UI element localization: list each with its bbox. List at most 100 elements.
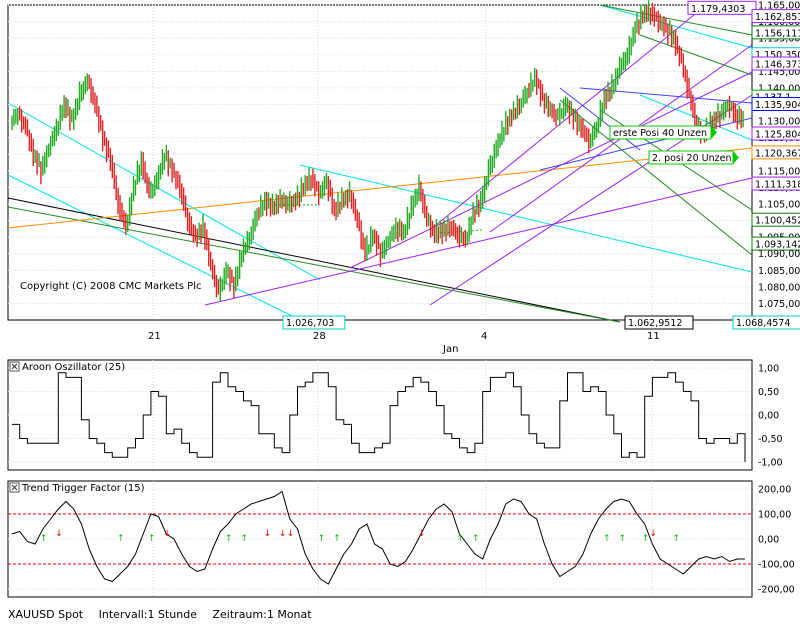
price-panel: [7, 4, 753, 321]
price-tag: [751, 56, 800, 71]
annotation-erste-posi: erste Posi 40 Unzen: [613, 128, 707, 139]
bottom-price-tag: [624, 315, 694, 330]
price-y-tick: 1.130,00: [758, 117, 800, 128]
buy-signal-arrow: ↑: [117, 534, 125, 544]
price-tag: [751, 145, 800, 160]
status-bar: XAUUSD Spot Intervall:1 Stunde Zeitraum:…: [8, 608, 324, 621]
price-tag-label: 1.100,452: [755, 216, 800, 227]
buy-signal-arrow: ↑: [225, 534, 233, 544]
bottom-price-tag-label: 1.068,4574: [736, 318, 790, 329]
price-y-tick: 1.085,00: [758, 266, 800, 277]
aroon-y-tick: 0,00: [758, 411, 779, 422]
sell-signal-arrow: ↓: [649, 529, 657, 539]
trend-line: [349, 71, 753, 269]
aroon-series-line: [12, 372, 746, 462]
ttf-y-tick: 0,00: [758, 535, 779, 546]
price-y-tick: 1.090,00: [758, 249, 800, 260]
trend-line: [639, 34, 753, 76]
x-tick-label: 4: [481, 331, 487, 342]
interval-label: Intervall:1 Stunde: [98, 608, 197, 621]
aroon-title: Aroon Oszillator (25): [22, 362, 125, 373]
price-tag: [751, 236, 800, 251]
trend-line: [599, 4, 753, 36]
ttf-title: Trend Trigger Factor (15): [21, 483, 145, 494]
price-y-tick: 1.115,00: [758, 166, 800, 177]
sell-signal-arrow: ↓: [287, 529, 295, 539]
buy-signal-arrow: ↑: [472, 534, 480, 544]
x-tick-label: 28: [313, 331, 326, 342]
sell-signal-arrow: ↓: [55, 529, 63, 539]
copyright-background: [16, 277, 199, 293]
price-tag: [751, 96, 800, 111]
trend-line: [7, 206, 621, 323]
sell-signal-arrow: ↓: [279, 529, 287, 539]
bottom-price-tag-label: 1.026,703: [286, 318, 334, 329]
x-tick-label: 11: [647, 331, 660, 342]
price-tag: [751, 9, 800, 24]
x-month-label: Jan: [442, 344, 458, 355]
bottom-price-tag: [282, 315, 346, 330]
bottom-price-tag-label: 1.062,9512: [628, 318, 682, 329]
price-tag-label: 1.120,367: [755, 148, 800, 159]
ttf-series-line: [11, 490, 745, 585]
annotation-zweite-posi: 2. posi 20 Unzen: [652, 153, 731, 164]
buy-signal-arrow: ↑: [40, 534, 48, 544]
trend-line: [299, 164, 753, 273]
period-label: Zeitraum:1 Monat: [212, 608, 312, 621]
ttf-y-tick: -200,00: [758, 585, 795, 596]
buy-signal-arrow: ↑: [457, 534, 465, 544]
sell-signal-arrow: ↓: [163, 529, 171, 539]
sell-signal-arrow: ↓: [264, 529, 272, 539]
buy-signal-arrow: ↑: [240, 534, 248, 544]
price-tag: [751, 212, 800, 227]
buy-signal-arrow: ↑: [673, 534, 681, 544]
price-tag: [687, 0, 757, 15]
price-tag-label: 1.162,851: [755, 12, 800, 23]
buy-signal-arrow: ↑: [318, 534, 326, 544]
aroon-close-icon: [11, 363, 18, 370]
trend-line: [559, 99, 753, 256]
price-y-tick: 1.140,00: [758, 83, 800, 94]
aroon-y-tick: 1,00: [758, 364, 779, 375]
aroon-y-tick: -0,50: [758, 434, 783, 445]
price-tag-label: 1.179,4303: [691, 4, 745, 15]
ttf-close-icon: [11, 484, 18, 491]
ttf-y-tick: 100,00: [758, 510, 791, 521]
price-y-tick: 1.145,00: [758, 67, 800, 78]
trend-line: [7, 197, 621, 323]
buy-signal-arrow: ↑: [642, 534, 650, 544]
trend-line: [639, 94, 753, 141]
price-tag: [751, 25, 800, 40]
buy-signal-arrow: ↑: [333, 534, 341, 544]
ttf-y-tick: 200,00: [758, 485, 791, 496]
annotation-zweite-posi-pointer: [733, 151, 739, 164]
price-y-tick: 1.105,00: [758, 199, 800, 210]
sell-signal-arrow: ↓: [418, 529, 426, 539]
trend-line: [7, 174, 301, 321]
price-y-tick: 1.165,00: [758, 1, 800, 12]
annotation-erste-posi-pointer: [711, 126, 717, 139]
bottom-price-tag: [732, 315, 800, 330]
buy-signal-arrow: ↑: [619, 534, 627, 544]
price-tag-label: 1.156,111: [755, 28, 800, 39]
trend-line: [204, 177, 753, 306]
symbol-label: XAUUSD Spot: [8, 608, 84, 621]
buy-signal-arrow: ↑: [148, 534, 156, 544]
price-tag: [751, 176, 800, 191]
ttf-y-tick: -100,00: [758, 560, 795, 571]
aroon-y-tick: 0,50: [758, 387, 779, 398]
x-tick-label: 21: [148, 331, 161, 342]
copyright-text: Copyright (C) 2008 CMC Markets Plc: [20, 281, 201, 292]
aroon-y-tick: -1,00: [758, 458, 783, 469]
price-tag-label: 1.093,142: [755, 240, 800, 251]
buy-signal-arrow: ↑: [603, 534, 611, 544]
price-tag-label: 1.150,350: [755, 50, 800, 61]
trend-line: [429, 9, 701, 231]
trend-line: [599, 4, 753, 49]
price-y-tick: 1.080,00: [758, 282, 800, 293]
price-tag-label: 1.135,904: [755, 100, 800, 111]
price-tag-label: 1.125,804: [755, 129, 800, 140]
price-tag-label: 1.111,318: [755, 180, 800, 191]
price-y-tick: 1.075,00: [758, 299, 800, 310]
